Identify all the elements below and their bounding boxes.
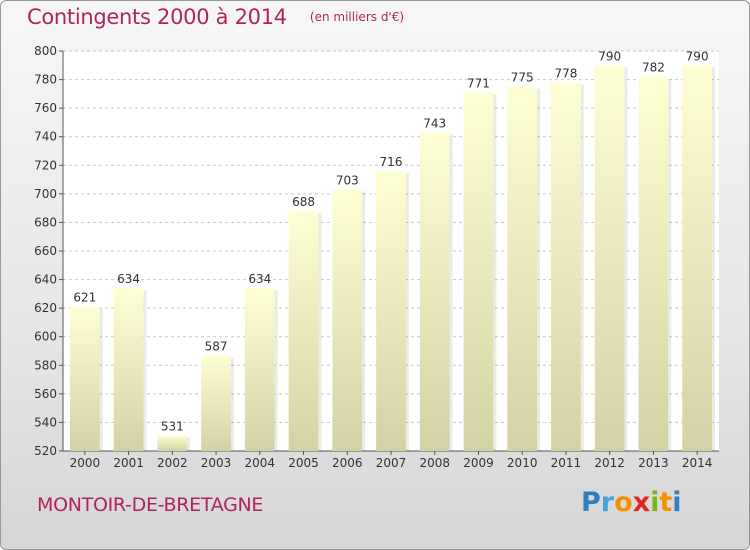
bar [507,86,538,451]
logo-letter: o [614,487,633,518]
logo-letter: x [632,487,651,518]
y-tick-label: 520 [34,444,57,458]
x-tick-label: 2008 [419,456,450,470]
y-tick-label: 780 [34,73,57,87]
x-tick-label: 2009 [463,456,494,470]
x-tick-label: 2000 [70,456,101,470]
logo-letter: r [600,487,615,518]
y-tick-label: 560 [34,387,57,401]
bar-value-label: 621 [73,291,96,305]
bar [332,189,363,452]
plot-area: 520 540 560 580 600 620 640 660 680 700 720 740 760 7… [34,44,719,470]
x-tick-label: 2013 [638,456,669,470]
y-tick-label: 800 [34,44,57,58]
bar [157,435,188,451]
bar [201,355,231,451]
bar-value-label: 703 [336,174,359,188]
bar [594,65,625,452]
bar-value-label: 775 [511,71,534,85]
y-tick-label: 700 [34,187,57,201]
bar-value-label: 634 [117,272,140,286]
x-tick-label: 2005 [288,456,319,470]
bar [463,92,494,451]
y-tick-label: 680 [34,215,57,229]
bar [244,288,275,451]
x-tick-label: 2006 [332,456,363,470]
bar-value-label: 587 [205,339,228,353]
chart-subtitle: (en milliers d'€) [309,10,405,24]
bar [682,65,713,452]
chart-title: Contingents 2000 à 2014 [27,5,287,29]
y-tick-label: 760 [34,101,57,115]
bar-value-label: 778 [554,66,577,80]
bar [376,171,406,451]
proxiti-logo: Proxiti [581,487,682,518]
y-tick-label: 740 [34,130,57,144]
bar [113,288,144,451]
bar-value-label: 688 [292,195,315,209]
bar [419,132,450,451]
bar-value-label: 634 [248,272,271,286]
logo-letter: P [581,487,601,518]
bar-value-label: 790 [598,49,621,63]
y-tick-label: 720 [34,158,57,172]
y-tick-label: 640 [34,273,57,287]
bar [551,82,581,451]
commune-name: MONTOIR-DE-BRETAGNE [37,494,264,516]
y-tick-label: 580 [34,358,57,372]
x-tick-label: 2001 [113,456,144,470]
x-tick-label: 2012 [594,456,625,470]
x-tick-label: 2004 [245,456,276,470]
x-tick-label: 2002 [157,456,188,470]
bar [69,306,100,451]
bar-value-label: 790 [686,49,709,63]
x-tick-label: 2011 [551,456,582,470]
x-tick-label: 2007 [376,456,407,470]
logo-letter: i [672,487,682,518]
chart-header: Contingents 2000 à 2014 (en milliers d'€… [27,5,404,29]
y-tick-label: 620 [34,301,57,315]
x-tick-label: 2010 [507,456,538,470]
bar-value-label: 782 [642,61,665,75]
logo-letter: t [659,487,673,518]
logo-letter: i [650,487,660,518]
x-tick-label: 2003 [201,456,232,470]
bar [638,76,669,451]
bar-value-label: 771 [467,76,490,90]
x-tick-label: 2014 [682,456,713,470]
bar-value-label: 531 [161,419,184,433]
y-tick-label: 600 [34,330,57,344]
y-tick-label: 660 [34,244,57,258]
bar [288,211,319,451]
bar-value-label: 716 [380,155,403,169]
y-tick-label: 540 [34,415,57,429]
bar-value-label: 743 [423,116,446,130]
